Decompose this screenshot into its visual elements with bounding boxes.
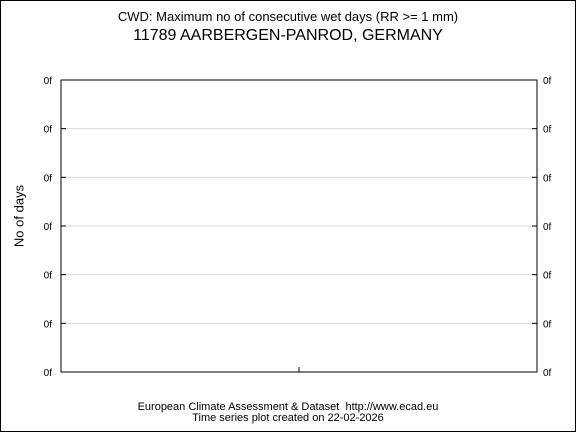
footer-created: Time series plot created on 22-02-2026 bbox=[192, 412, 384, 424]
y-tick-label-left: 0f bbox=[44, 319, 53, 330]
y-tick-label-right: 0f bbox=[543, 222, 552, 233]
footer-source: European Climate Assessment & Dataset ht… bbox=[137, 401, 439, 413]
y-tick-label-right: 0f bbox=[543, 76, 552, 87]
y-tick-label-left: 0f bbox=[44, 76, 53, 87]
y-tick-label-left: 0f bbox=[44, 173, 53, 184]
chart-subtitle: 11789 AARBERGEN-PANROD, GERMANY bbox=[133, 27, 443, 44]
chart-title: CWD: Maximum no of consecutive wet days … bbox=[117, 9, 459, 24]
y-tick-label-right: 0f bbox=[543, 368, 552, 379]
y-tick-label-left: 0f bbox=[44, 368, 53, 379]
y-tick-label-right: 0f bbox=[543, 319, 552, 330]
plot-border bbox=[60, 79, 538, 373]
y-tick-label-left: 0f bbox=[44, 125, 53, 136]
y-tick-label-right: 0f bbox=[543, 173, 552, 184]
y-tick-label-left: 0f bbox=[44, 271, 53, 282]
y-tick-label-right: 0f bbox=[543, 125, 552, 136]
y-tick-label-right: 0f bbox=[543, 271, 552, 282]
y-tick-label-left: 0f bbox=[44, 222, 53, 233]
